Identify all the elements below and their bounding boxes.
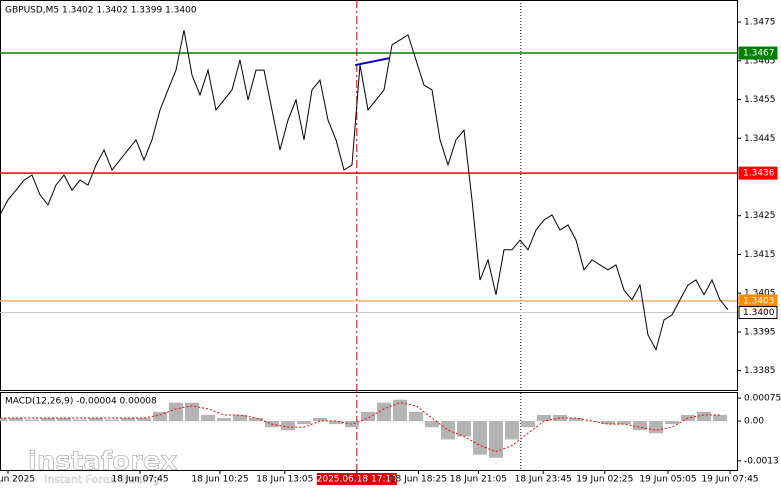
x-tick-label: 18 Jun 13:05 xyxy=(256,475,313,485)
price-line xyxy=(0,30,729,352)
macd-bar xyxy=(57,418,71,422)
y-tick-label: 1.3385 xyxy=(744,366,776,376)
macd-bar xyxy=(153,411,167,422)
y-tick-label: 1.3415 xyxy=(744,250,776,260)
macd-bar xyxy=(489,421,503,458)
level-label: 1.3403 xyxy=(743,296,775,306)
x-tick-label: 18 Jun 18:25 xyxy=(390,475,447,485)
macd-bar xyxy=(137,418,151,422)
macd-bar xyxy=(585,421,599,422)
macd-bar xyxy=(345,421,359,428)
macd-bar xyxy=(409,411,423,422)
macd-bar xyxy=(329,421,343,425)
x-tick-highlight xyxy=(316,473,397,485)
x-tick-label: 19 Jun 05:05 xyxy=(639,475,696,485)
macd-bar xyxy=(105,419,119,422)
macd-bar xyxy=(297,421,311,425)
y-tick-label: 1.3425 xyxy=(744,211,776,221)
macd-y-tick-label: 0.00 xyxy=(744,417,764,427)
macd-pane xyxy=(0,392,738,471)
price-pane xyxy=(0,0,738,391)
macd-bar xyxy=(169,402,183,422)
x-tick-label: 18 Jun 10:25 xyxy=(191,475,248,485)
macd-bar xyxy=(89,418,103,422)
macd-bar xyxy=(425,421,439,428)
macd-bar xyxy=(473,421,487,455)
macd-bar xyxy=(601,421,615,425)
macd-bar xyxy=(393,399,407,422)
macd-bar xyxy=(649,421,663,434)
macd-signal xyxy=(0,402,720,453)
macd-bar xyxy=(217,418,231,422)
level-label: 1.3436 xyxy=(743,169,775,179)
macd-bar xyxy=(73,419,87,422)
trendline xyxy=(355,57,390,67)
chart-title: GBPUSD,M5 1.3402 1.3402 1.3399 1.3400 xyxy=(5,6,197,16)
macd-bar xyxy=(0,418,7,422)
macd-bar xyxy=(233,414,247,422)
macd-bar xyxy=(633,421,647,431)
macd-bar xyxy=(9,418,23,422)
macd-y-tick-label: 0.00075 xyxy=(744,394,781,404)
macd-bar xyxy=(569,418,583,422)
macd-bar xyxy=(713,414,727,422)
x-tick-label: 2025.06.18 17:10 xyxy=(317,475,398,485)
x-tick-label: 18 Jun 23:45 xyxy=(515,475,572,485)
level-label-box xyxy=(738,306,778,320)
macd-bar xyxy=(185,402,199,422)
level-label: 1.3400 xyxy=(743,308,775,318)
macd-bar xyxy=(249,418,263,422)
y-tick-label: 1.3445 xyxy=(744,134,776,144)
macd-bar xyxy=(201,414,215,422)
macd-bar xyxy=(281,421,295,431)
y-tick-label: 1.3475 xyxy=(744,18,776,28)
y-tick-label: 1.3455 xyxy=(744,95,776,105)
macd-bar xyxy=(121,418,135,422)
level-label-box xyxy=(738,166,778,180)
macd-bar xyxy=(41,418,55,422)
macd-bar xyxy=(505,421,519,440)
x-tick-label: 18 Jun 2025 xyxy=(0,475,35,485)
macd-bar xyxy=(521,421,535,428)
macd-bar xyxy=(457,421,471,437)
level-label: 1.3467 xyxy=(743,49,775,59)
x-tick-label: 19 Jun 07:45 xyxy=(701,475,758,485)
macd-title: MACD(12,26,9) -0.00004 0.00008 xyxy=(5,397,157,407)
macd-bar xyxy=(361,411,375,422)
macd-bar xyxy=(697,411,711,422)
watermark-subtitle: Instant Forex Trading xyxy=(44,473,160,486)
x-tick-label: 19 Jun 02:25 xyxy=(576,475,633,485)
macd-bar xyxy=(537,414,551,422)
y-tick-label: 1.3405 xyxy=(744,289,776,299)
level-label-box xyxy=(738,46,778,60)
y-tick-label: 1.3395 xyxy=(744,327,776,337)
macd-bar xyxy=(617,421,631,425)
macd-bar xyxy=(665,421,679,425)
watermark: instaforex xyxy=(28,447,178,477)
macd-bar xyxy=(25,419,39,422)
macd-bar xyxy=(313,418,327,422)
x-tick-label: 18 Jun 21:05 xyxy=(450,475,507,485)
x-tick-label: 18 Jun 07:45 xyxy=(111,475,168,485)
macd-y-tick-label: -0.0013 xyxy=(744,456,779,466)
y-tick-label: 1.3465 xyxy=(744,56,776,66)
macd-bar xyxy=(441,421,455,440)
